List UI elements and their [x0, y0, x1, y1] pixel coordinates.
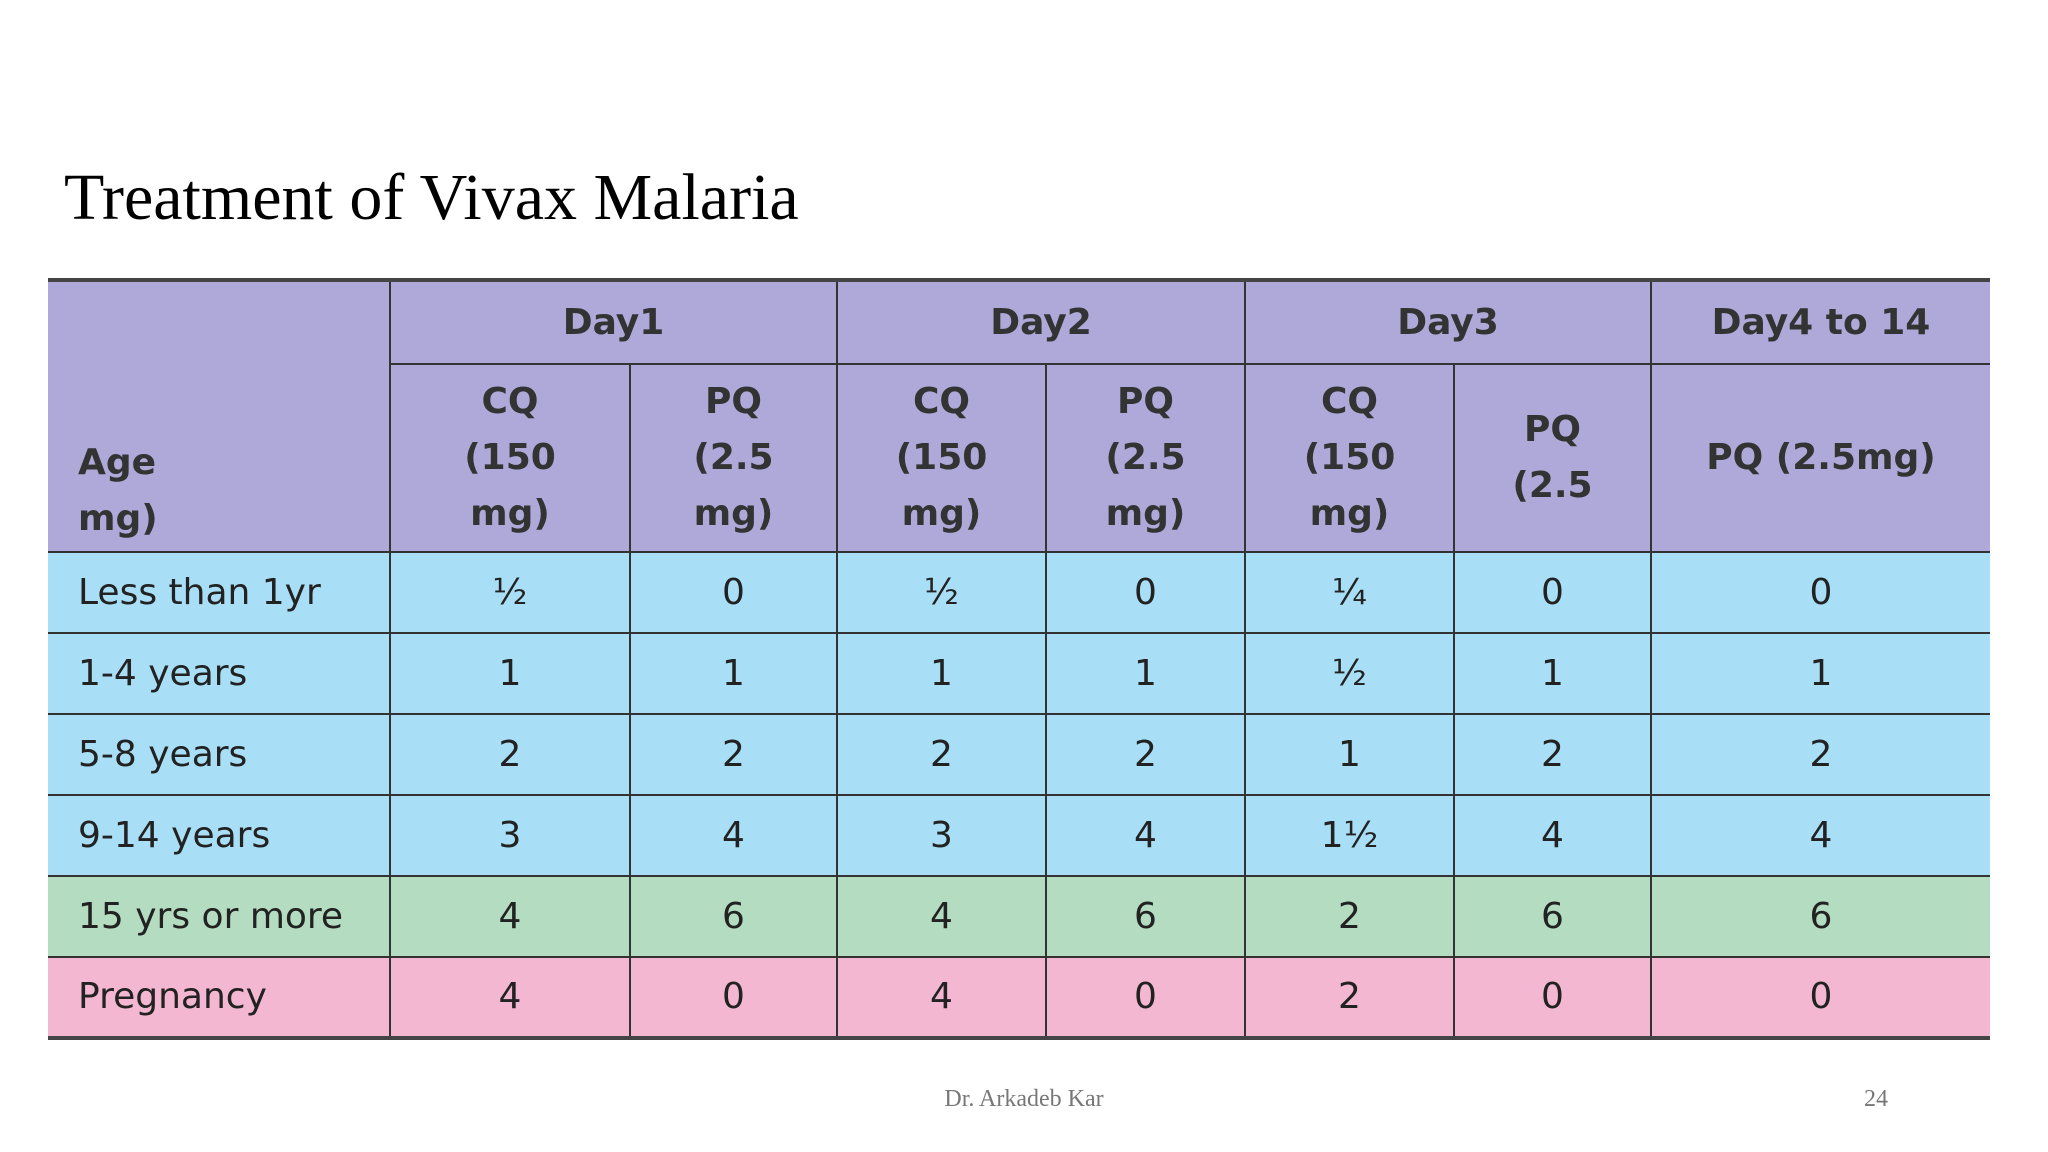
dose-cell: 4: [389, 956, 631, 1039]
dose-cell: 2: [1650, 713, 1990, 796]
dose-cell: 1: [629, 632, 838, 715]
dose-cell: 2: [1244, 875, 1455, 958]
age-group: 15 yrs or more: [48, 875, 391, 958]
dose-cell: 2: [836, 713, 1047, 796]
dose-header: PQ (2.5 mg): [629, 363, 838, 553]
day-header: Day4 to 14: [1650, 279, 1990, 365]
dose-cell: 4: [389, 875, 631, 958]
dose-header: PQ (2.5: [1453, 363, 1652, 553]
dose-cell: 1: [1045, 632, 1246, 715]
dose-cell: 0: [629, 956, 838, 1039]
dose-cell: ½: [836, 551, 1047, 634]
dose-cell: 2: [629, 713, 838, 796]
dose-cell: 4: [629, 794, 838, 877]
table-row: Pregnancy 4 0 4 0 2 0 0: [48, 956, 1990, 1039]
day-header: Day2: [836, 279, 1246, 365]
age-group: 1-4 years: [48, 632, 391, 715]
dose-cell: 4: [836, 956, 1047, 1039]
dose-cell: 3: [389, 794, 631, 877]
dose-cell: 0: [1453, 956, 1652, 1039]
dose-cell: 6: [1045, 875, 1246, 958]
dose-header: CQ (150 mg): [836, 363, 1047, 553]
dose-cell: 6: [1650, 875, 1990, 958]
dose-header: PQ (2.5 mg): [1045, 363, 1246, 553]
footer-author: Dr. Arkadeb Kar: [944, 1086, 1104, 1112]
dose-cell: 2: [1045, 713, 1246, 796]
age-header: Age mg): [48, 279, 391, 553]
dose-cell: 6: [629, 875, 838, 958]
dose-cell: 4: [1650, 794, 1990, 877]
dose-cell: 2: [1244, 956, 1455, 1039]
dose-cell: 2: [389, 713, 631, 796]
dose-cell: ½: [1244, 632, 1455, 715]
age-group: 9-14 years: [48, 794, 391, 877]
dose-cell: 1: [836, 632, 1047, 715]
table-row: 15 yrs or more 4 6 4 6 2 6 6: [48, 875, 1990, 958]
header-row: CQ (150 mg) PQ (2.5 mg) CQ (150 mg) PQ (2.5…: [48, 363, 1990, 553]
dose-cell: 3: [836, 794, 1047, 877]
dose-cell: 0: [1650, 956, 1990, 1039]
dose-header: PQ (2.5mg): [1650, 363, 1990, 553]
dose-cell: 0: [1650, 551, 1990, 634]
dose-cell: 1: [1453, 632, 1652, 715]
slide-title: Treatment of Vivax Malaria: [64, 161, 799, 234]
page-number: 24: [1864, 1086, 1888, 1112]
table-row: 9-14 years 3 4 3 4 1½ 4 4: [48, 794, 1990, 877]
dose-cell: 2: [1453, 713, 1652, 796]
day-header: Day1: [389, 279, 838, 365]
dosage-table: Age mg) Day1 Day2 Day3 Day4 to 14 CQ (150 m…: [48, 278, 1990, 1040]
age-group: Less than 1yr: [48, 551, 391, 634]
table-head: Age mg) Day1 Day2 Day3 Day4 to 14 CQ (150 m…: [48, 279, 1990, 553]
age-group: 5-8 years: [48, 713, 391, 796]
dose-cell: 0: [1045, 956, 1246, 1039]
dose-cell: ½: [389, 551, 631, 634]
dose-cell: 0: [1045, 551, 1246, 634]
dose-header: CQ (150 mg): [390, 363, 631, 553]
table-row: Less than 1yr ½ 0 ½ 0 ¼ 0 0: [48, 551, 1990, 634]
dose-cell: 0: [629, 551, 838, 634]
dose-cell: 4: [1045, 794, 1246, 877]
dose-cell: 1: [1244, 713, 1455, 796]
day-header: Day3: [1244, 279, 1652, 365]
dose-cell: 1: [389, 632, 631, 715]
dose-cell: 1½: [1244, 794, 1455, 877]
table-body: Less than 1yr ½ 0 ½ 0 ¼ 0 0 1-4 years 1 1 1 1 ½ 1 1 5-8 …: [48, 551, 1990, 1039]
table-row: 1-4 years 1 1 1 1 ½ 1 1: [48, 632, 1990, 715]
table-row: 5-8 years 2 2 2 2 1 2 2: [48, 713, 1990, 796]
dose-cell: 6: [1453, 875, 1652, 958]
dose-header: CQ (150 mg): [1244, 363, 1455, 553]
dose-cell: 1: [1650, 632, 1990, 715]
header-row: Age mg) Day1 Day2 Day3 Day4 to 14: [48, 279, 1990, 553]
age-group: Pregnancy: [48, 956, 391, 1039]
dose-cell: 4: [836, 875, 1047, 958]
dose-cell: 0: [1453, 551, 1652, 634]
dose-cell: 4: [1453, 794, 1652, 877]
dose-cell: ¼: [1244, 551, 1455, 634]
